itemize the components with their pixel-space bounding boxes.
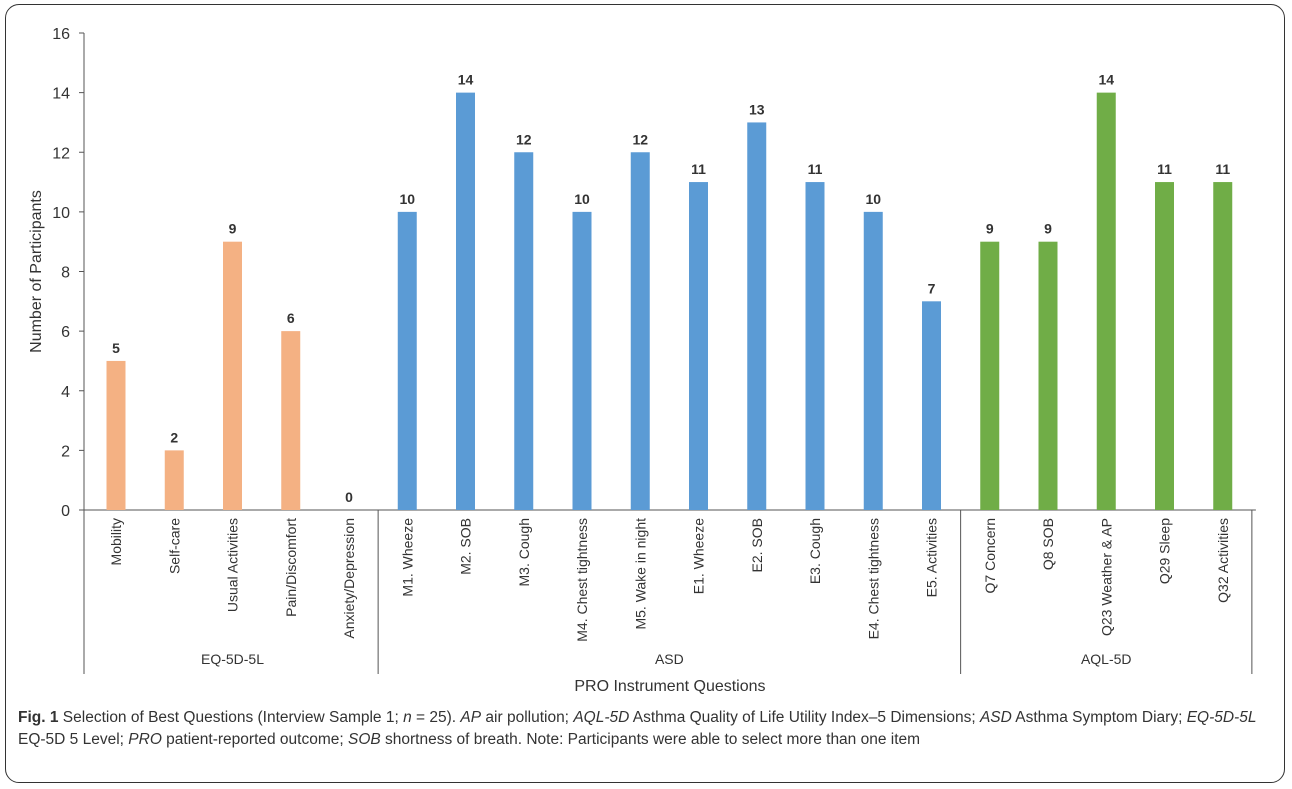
bar [572, 211, 592, 510]
bar-value-label: 6 [287, 310, 295, 326]
group-label: AQL-5D [1081, 651, 1132, 667]
bar-value-label: 11 [808, 161, 823, 177]
caption-abbrev: n [403, 709, 412, 726]
y-tick-label: 6 [61, 324, 70, 341]
bar [281, 331, 301, 510]
caption-abbrev: EQ-5D-5L [1186, 709, 1257, 726]
caption-text: shortness of breath. Note: Participants … [380, 731, 921, 748]
figure-frame [5, 4, 1285, 783]
x-category-label: M2. SOB [458, 518, 474, 575]
bar [689, 182, 708, 510]
caption-text: patient-reported outcome; [161, 731, 348, 748]
group-label: ASD [655, 651, 684, 667]
bar [223, 241, 242, 510]
bar-value-label: 9 [986, 221, 994, 237]
bar [456, 92, 475, 510]
x-category-label: E3. Cough [807, 518, 823, 584]
x-category-label: E1. Wheeze [691, 518, 707, 594]
bar-value-label: 10 [574, 191, 590, 207]
x-category-label: Q29 Sleep [1157, 518, 1173, 584]
x-category-label: Q7 Concern [982, 518, 998, 593]
caption-text: Selection of Best Questions (Interview S… [58, 709, 404, 726]
bar-value-label: 5 [112, 340, 120, 356]
x-category-label: Pain/Discomfort [283, 518, 299, 617]
x-category-label: Q8 SOB [1040, 518, 1056, 570]
x-category-label: M4. Chest tightness [574, 518, 590, 642]
y-tick-label: 16 [52, 26, 70, 43]
bar-chart: Number of Participants PRO Instrument Qu… [28, 26, 1256, 695]
caption-abbrev: PRO [128, 731, 162, 748]
y-tick-label: 4 [61, 384, 70, 401]
bar-value-label: 0 [345, 489, 353, 505]
figure-caption: Fig. 1 Selection of Best Questions (Inte… [18, 707, 1278, 751]
x-category-label: E4. Chest tightness [865, 518, 881, 639]
x-category-label: Self-care [166, 518, 182, 574]
x-axis-title: PRO Instrument Questions [574, 678, 765, 695]
bar-value-label: 11 [691, 161, 706, 177]
x-category-label: M3. Cough [516, 518, 532, 586]
y-tick-label: 2 [61, 443, 70, 460]
bar-value-label: 12 [632, 131, 648, 147]
x-category-label: Usual Activities [225, 518, 241, 612]
bar [805, 182, 825, 510]
bar-value-label: 10 [865, 191, 881, 207]
caption-text: Asthma Quality of Life Utility Index–5 D… [629, 709, 980, 726]
caption-text: Asthma Symptom Diary; [1011, 709, 1187, 726]
bar [863, 211, 883, 510]
bar-value-label: 9 [1044, 221, 1052, 237]
y-tick-label: 0 [61, 503, 70, 520]
y-tick-label: 12 [52, 145, 70, 162]
x-category-label: Q32 Activities [1215, 518, 1231, 603]
caption-abbrev: AQL-5D [573, 709, 630, 726]
bar-value-label: 14 [458, 72, 474, 88]
caption-text: = 25). [411, 709, 461, 726]
bar [980, 241, 1000, 510]
bar [514, 152, 534, 510]
bar [1096, 92, 1116, 510]
bar-value-label: 13 [749, 101, 765, 117]
bar-value-label: 14 [1098, 72, 1114, 88]
bar-value-label: 12 [516, 131, 532, 147]
x-category-label: Anxiety/Depression [341, 518, 357, 639]
bar [922, 301, 941, 510]
caption-abbrev: AP [460, 709, 482, 726]
bar [1155, 182, 1174, 510]
caption-abbrev: ASD [979, 709, 1012, 726]
bar-value-label: 7 [928, 280, 936, 296]
y-tick-label: 14 [52, 86, 70, 103]
x-category-label: E2. SOB [749, 518, 765, 572]
y-tick-label: 8 [61, 265, 70, 282]
y-axis-title: Number of Participants [28, 190, 45, 353]
caption-text: EQ-5D 5 Level; [18, 731, 129, 748]
bar [106, 360, 126, 510]
caption-text: air pollution; [481, 709, 574, 726]
group-label: EQ-5D-5L [201, 651, 264, 667]
bar [630, 152, 650, 510]
bar [164, 450, 184, 510]
bar [747, 122, 767, 510]
x-category-label: M1. Wheeze [399, 518, 415, 597]
bar-value-label: 2 [170, 429, 178, 445]
bar-value-label: 9 [229, 221, 237, 237]
x-category-label: Q23 Weather & AP [1098, 518, 1114, 636]
bar [1038, 241, 1058, 510]
x-category-label: M5. Wake in night [632, 518, 648, 630]
bar [1213, 182, 1233, 510]
x-category-label: Mobility [108, 518, 124, 565]
bar-value-label: 11 [1215, 161, 1230, 177]
figure-label: Fig. 1 [18, 709, 59, 726]
bar-value-label: 10 [399, 191, 415, 207]
caption-abbrev: SOB [347, 731, 381, 748]
bar [397, 211, 417, 510]
x-category-label: E5. Activities [924, 518, 940, 597]
y-tick-label: 10 [52, 205, 70, 222]
bar-value-label: 11 [1157, 161, 1172, 177]
